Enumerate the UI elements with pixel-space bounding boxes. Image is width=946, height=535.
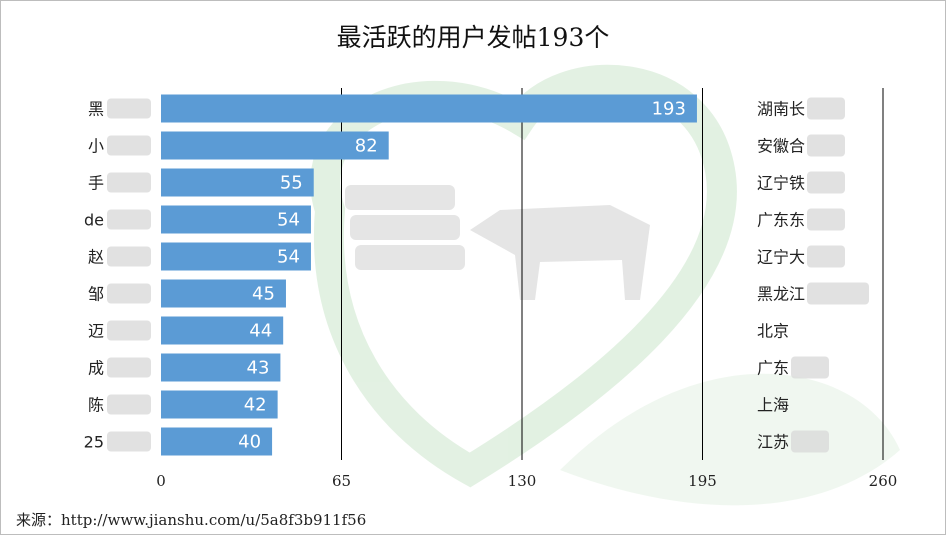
redaction-blur xyxy=(807,171,845,194)
data-label: 42 xyxy=(244,395,267,416)
x-axis-ticks: 0 65 130 195 260 xyxy=(156,472,897,490)
x-tick-label: 0 xyxy=(156,472,166,490)
redaction-blur xyxy=(107,320,151,341)
region-label: 北京 xyxy=(757,322,789,341)
data-label: 54 xyxy=(277,247,300,268)
region-label: 辽宁铁 xyxy=(757,174,805,193)
data-label: 55 xyxy=(280,173,303,194)
bar xyxy=(161,205,311,234)
bar xyxy=(161,353,281,382)
source-note: 来源：http://www.jianshu.com/u/5a8f3b911f56 xyxy=(16,511,367,529)
x-tick-label: 195 xyxy=(688,472,717,490)
region-label: 江苏 xyxy=(757,433,789,452)
x-tick-label: 260 xyxy=(869,472,898,490)
redaction-blur xyxy=(107,172,151,193)
category-label: 手 xyxy=(88,174,104,193)
chart-title: 最活跃的用户发帖193个 xyxy=(336,23,610,52)
redaction-blur xyxy=(807,245,845,268)
category-label: 陈 xyxy=(88,396,104,415)
category-label: 25 xyxy=(84,433,104,452)
data-label: 54 xyxy=(277,210,300,231)
region-label: 广东东 xyxy=(757,211,805,230)
redaction-blur xyxy=(107,357,151,378)
region-label: 上海 xyxy=(757,396,789,415)
bar xyxy=(161,168,314,197)
category-label: 迈 xyxy=(88,322,104,341)
category-label: 邹 xyxy=(88,285,104,304)
redaction-blur xyxy=(791,356,829,379)
redaction-blur xyxy=(807,282,869,305)
data-label: 43 xyxy=(247,358,270,379)
redaction-blur xyxy=(107,135,151,156)
bar xyxy=(161,242,311,271)
category-label: 黑 xyxy=(88,100,104,119)
bar xyxy=(161,131,389,160)
region-label: 辽宁大 xyxy=(757,248,805,267)
bar xyxy=(161,279,286,308)
x-tick-label: 130 xyxy=(508,472,537,490)
region-label: 黑龙江 xyxy=(757,285,805,304)
x-tick-label: 65 xyxy=(332,472,351,490)
redaction-blur xyxy=(791,430,829,453)
redaction-blur xyxy=(107,283,151,304)
redaction-blur xyxy=(107,394,151,415)
data-label: 82 xyxy=(355,136,378,157)
redaction-blur xyxy=(807,97,845,120)
bar xyxy=(161,390,278,419)
bar xyxy=(161,316,284,345)
category-label: 小 xyxy=(88,137,104,156)
redaction-blur xyxy=(107,98,151,119)
category-label: 成 xyxy=(88,359,104,378)
category-label: de xyxy=(84,211,104,230)
redaction-blur xyxy=(107,209,151,230)
data-label: 44 xyxy=(249,321,272,342)
region-label: 安徽合 xyxy=(757,137,805,156)
watermark-logo xyxy=(310,64,900,506)
bar xyxy=(161,94,697,123)
category-label: 赵 xyxy=(88,248,104,267)
bar xyxy=(161,427,273,456)
data-label: 45 xyxy=(252,284,275,305)
redaction-blur xyxy=(107,246,151,267)
region-label: 广东 xyxy=(757,359,789,378)
data-label: 40 xyxy=(238,432,261,453)
region-label: 湖南长 xyxy=(757,100,805,119)
redaction-blur xyxy=(107,431,151,452)
redaction-blur xyxy=(807,134,845,157)
data-label: 193 xyxy=(652,99,686,120)
redaction-blur xyxy=(807,208,845,231)
